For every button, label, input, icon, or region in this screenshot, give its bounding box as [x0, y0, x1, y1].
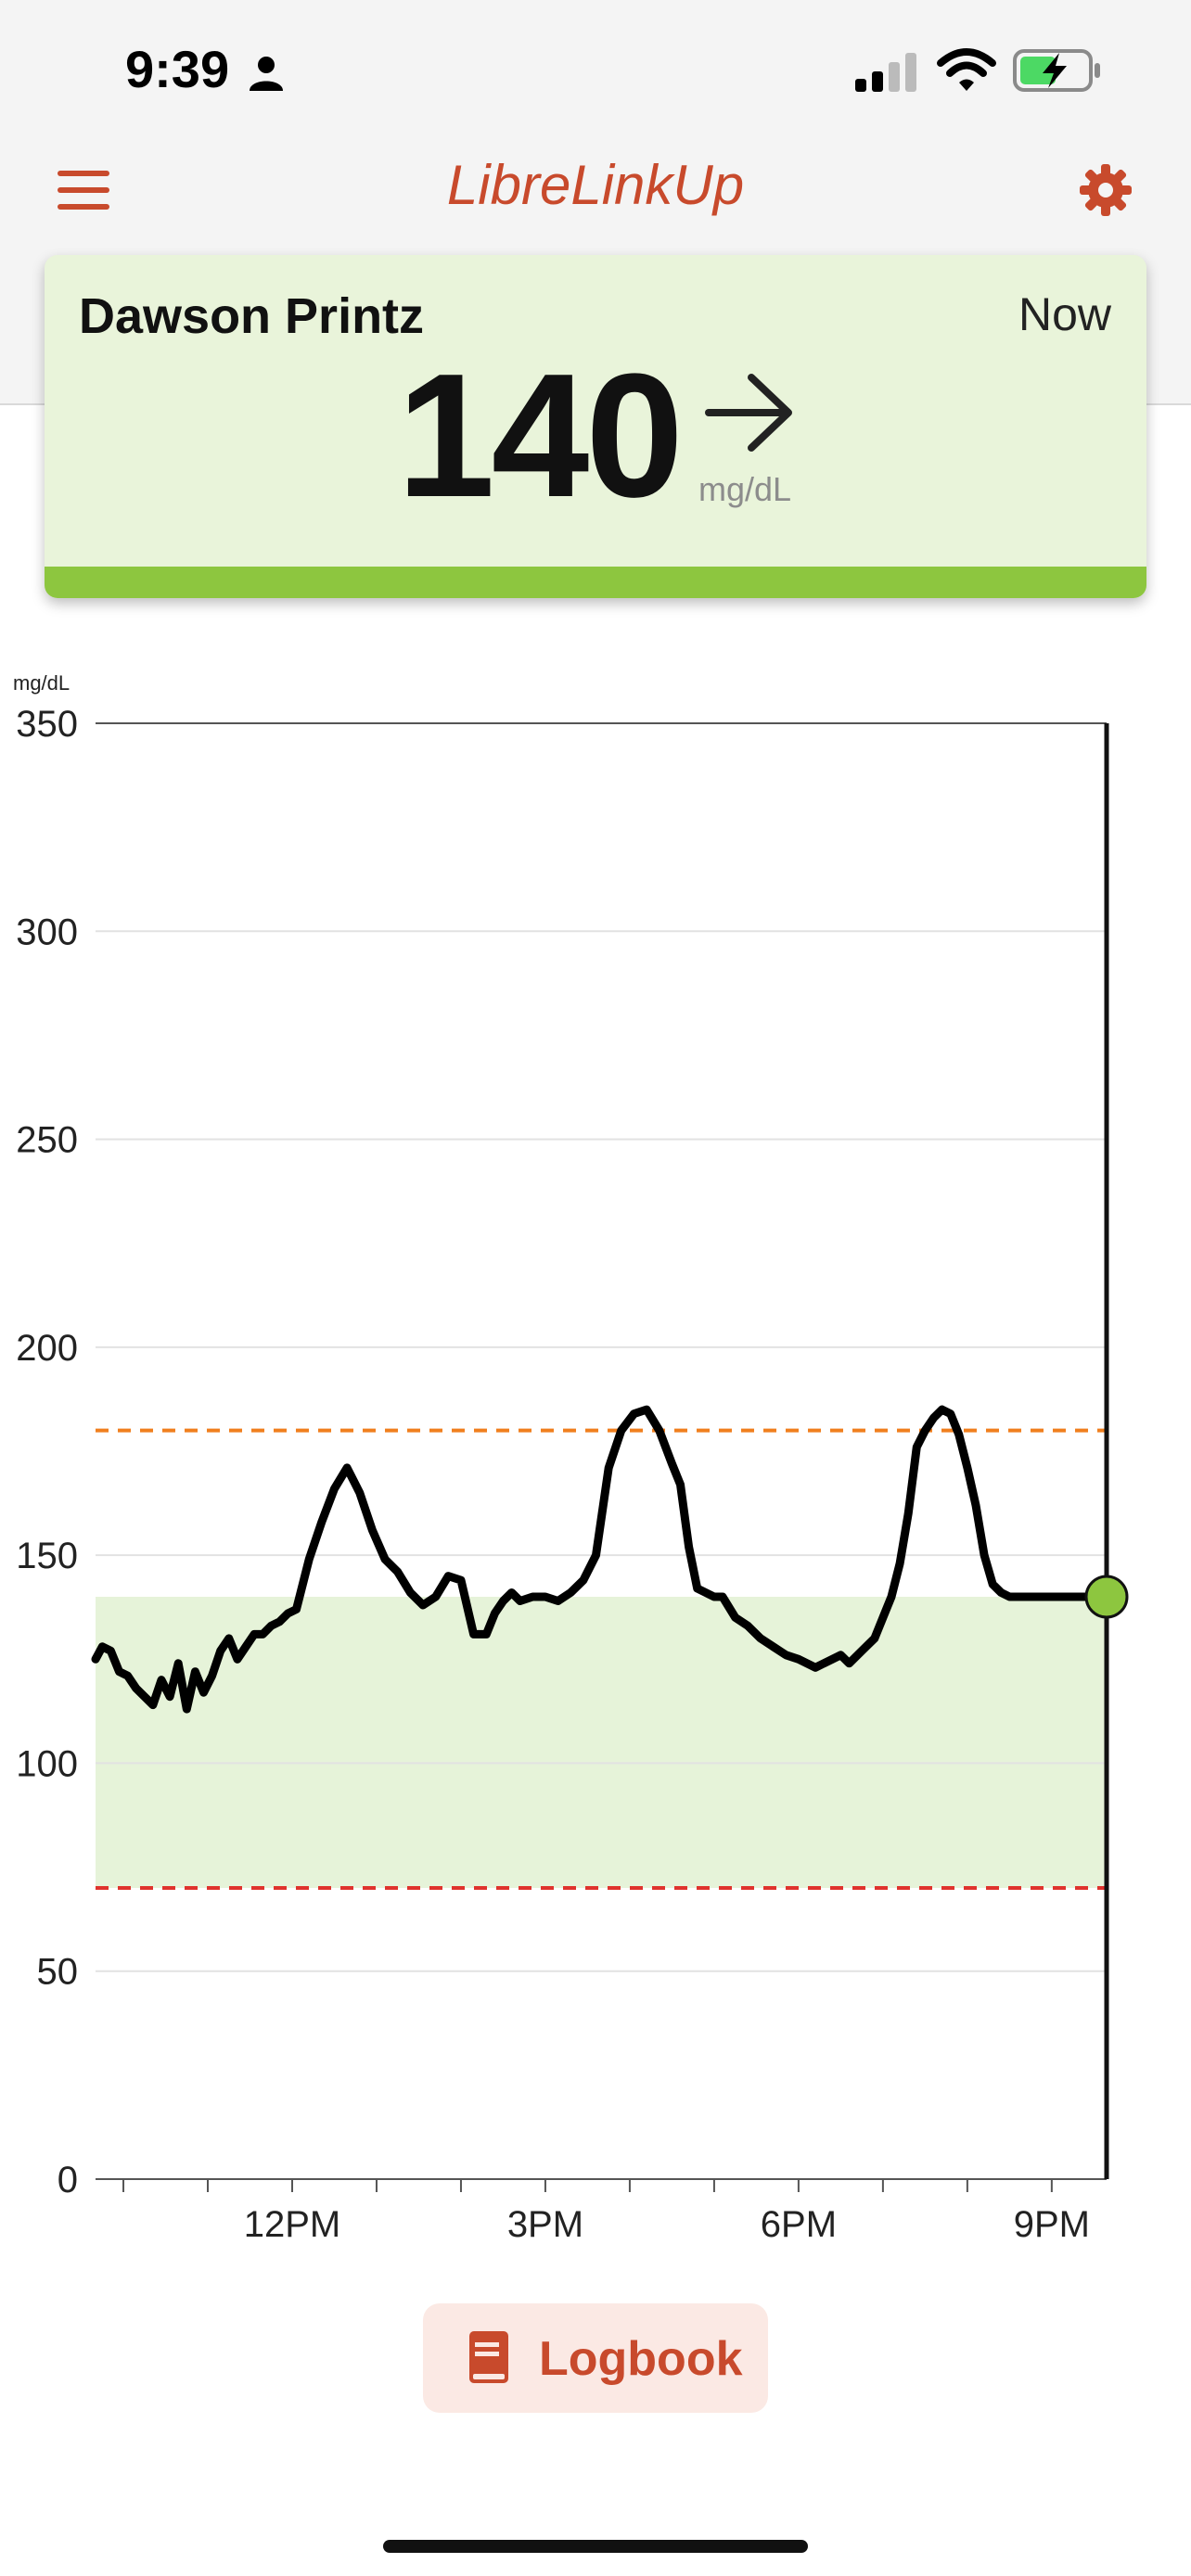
cellular-signal-icon [855, 53, 916, 92]
x-tick-label: 12PM [244, 2204, 341, 2245]
menu-icon[interactable] [56, 167, 111, 213]
logbook-button[interactable]: Logbook [423, 2303, 768, 2413]
logbook-label: Logbook [539, 2332, 743, 2386]
glucose-card[interactable]: Dawson Printz Now 140 mg/dL [45, 255, 1146, 598]
trend-arrow-right-icon [705, 374, 792, 452]
y-tick-label: 350 [16, 704, 78, 745]
status-time: 9:39 [125, 40, 230, 98]
x-tick-label: 6PM [761, 2204, 837, 2245]
target-range-band [96, 1597, 1107, 1888]
y-tick-label: 0 [58, 2160, 78, 2200]
reading-time: Now [1018, 288, 1111, 340]
in-range-indicator-bar [45, 567, 1146, 598]
glucose-history-chart[interactable]: mg/dL 0 50 100 150 200 250 300 350 12PM 3PM 6PM 9P… [0, 658, 1191, 2253]
y-axis-unit-label: mg/dL [13, 671, 70, 695]
current-reading-marker [1084, 1575, 1129, 1619]
y-tick-label: 150 [16, 1536, 78, 1576]
home-indicator[interactable] [383, 2540, 808, 2553]
y-tick-label: 100 [16, 1743, 78, 1784]
person-icon [250, 57, 283, 91]
app-title: LibreLinkUp [446, 154, 745, 216]
wifi-icon [937, 48, 996, 91]
patient-name: Dawson Printz [79, 288, 425, 344]
x-tick-label: 9PM [1014, 2204, 1090, 2245]
glucose-unit: mg/dL [698, 470, 792, 508]
y-tick-label: 250 [16, 1120, 78, 1161]
glucose-series-line [91, 1405, 1111, 1714]
y-tick-label: 300 [16, 912, 78, 952]
glucose-value: 140 [397, 338, 684, 534]
y-tick-label: 200 [16, 1328, 78, 1369]
x-tick-label: 3PM [507, 2204, 583, 2245]
y-tick-label: 50 [37, 1952, 79, 1993]
settings-gear-icon[interactable] [1078, 162, 1133, 218]
logbook-book-icon [469, 2331, 508, 2383]
battery-charging-icon [1013, 49, 1100, 92]
